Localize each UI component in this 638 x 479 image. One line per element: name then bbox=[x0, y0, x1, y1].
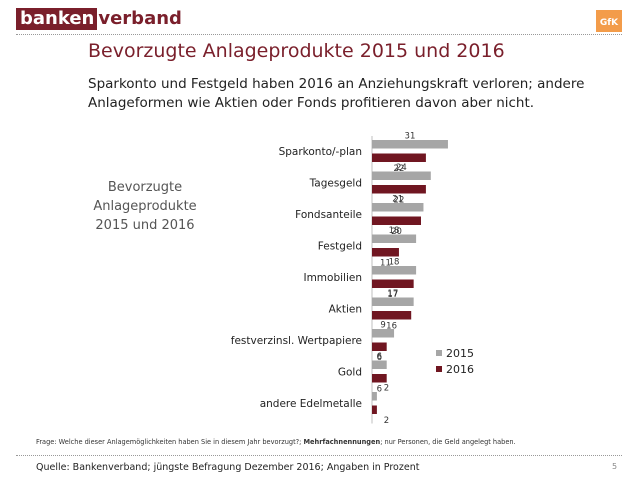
data-label-2016: 11 bbox=[380, 259, 391, 269]
data-label-2015: 31 bbox=[405, 132, 416, 142]
data-label-2015: 2 bbox=[384, 384, 389, 394]
category-label: Gold bbox=[338, 367, 362, 379]
legend-swatch-2015 bbox=[436, 350, 442, 356]
data-label-2015: 21 bbox=[392, 195, 403, 205]
bar-2015 bbox=[372, 297, 414, 306]
bar-2015 bbox=[372, 392, 377, 401]
data-label-2016: 22 bbox=[394, 164, 405, 174]
bar-2015 bbox=[372, 171, 431, 180]
data-label-2015: 18 bbox=[389, 226, 400, 236]
data-label-2015: 6 bbox=[377, 352, 382, 362]
page-subtitle: Sparkonto und Festgeld haben 2016 an Anz… bbox=[88, 76, 585, 111]
category-label: Festgeld bbox=[318, 241, 362, 253]
category-label: Sparkonto/-plan bbox=[279, 146, 362, 158]
logo-part-verband: verband bbox=[98, 8, 182, 29]
footnote-prefix: Frage: Welche dieser Anlagemöglichkeiten… bbox=[36, 438, 304, 446]
bar-2016 bbox=[372, 311, 412, 320]
category-label: andere Edelmetalle bbox=[260, 398, 362, 410]
data-label-2015: 9 bbox=[380, 321, 385, 331]
legend-label-2015: 2015 bbox=[446, 347, 474, 360]
bar-2015 bbox=[372, 203, 424, 212]
legend-label-2016: 2016 bbox=[446, 363, 474, 376]
bar-2015 bbox=[372, 140, 448, 149]
data-label-2016: 16 bbox=[386, 322, 397, 332]
page-title: Bevorzugte Anlageprodukte 2015 und 2016 bbox=[88, 40, 505, 62]
category-label: Immobilien bbox=[303, 272, 362, 284]
data-label-2016: 2 bbox=[384, 416, 389, 426]
gfk-logo-text: GfK bbox=[600, 18, 619, 28]
bar-2016 bbox=[372, 342, 387, 351]
source-note: Quelle: Bankenverband; jüngste Befragung… bbox=[36, 462, 420, 473]
bar-2016 bbox=[372, 185, 426, 194]
data-label-2015: 17 bbox=[387, 289, 398, 299]
bar-2016 bbox=[372, 374, 387, 383]
page-number: 5 bbox=[612, 462, 618, 471]
data-label-2016: 17 bbox=[387, 290, 398, 300]
bar-2015 bbox=[372, 234, 417, 243]
bar-2016 bbox=[372, 279, 414, 288]
data-label-2016: 20 bbox=[391, 227, 402, 237]
bar-2016 bbox=[372, 248, 399, 257]
bar-chart: Sparkonto/-plan3122Tagesgeld2422Fondsant… bbox=[231, 132, 474, 426]
bar-2015 bbox=[372, 329, 395, 338]
category-label: festverzinsl. Wertpapiere bbox=[231, 335, 362, 347]
logo-part-banken: banken bbox=[16, 8, 98, 30]
category-label: Aktien bbox=[329, 304, 362, 316]
data-label-2016: 6 bbox=[377, 353, 382, 363]
footnote-suffix: ; nur Personen, die Geld angelegt haben. bbox=[380, 438, 516, 446]
data-label-2016: 6 bbox=[377, 385, 382, 395]
data-label-2015: 24 bbox=[396, 163, 407, 173]
data-label-2015: 18 bbox=[389, 258, 400, 268]
header-divider bbox=[16, 34, 622, 36]
category-label: Tagesgeld bbox=[309, 178, 362, 190]
gfk-logo: GfK bbox=[596, 10, 622, 32]
footnote-bold: Mehrfachnennungen bbox=[303, 438, 381, 446]
bar-2016 bbox=[372, 153, 426, 162]
bar-2015 bbox=[372, 360, 387, 369]
side-label: Bevorzugte Anlageprodukte 2015 und 2016 bbox=[93, 180, 197, 233]
footer-divider bbox=[16, 455, 622, 457]
bankenverband-logo: banken verband bbox=[16, 8, 182, 30]
data-label-2016: 22 bbox=[394, 196, 405, 206]
question-footnote: Frage: Welche dieser Anlagemöglichkeiten… bbox=[36, 438, 516, 446]
bar-2016 bbox=[372, 405, 377, 414]
bar-2016 bbox=[372, 216, 421, 225]
category-label: Fondsanteile bbox=[295, 209, 362, 221]
legend-swatch-2016 bbox=[436, 366, 442, 372]
bar-2015 bbox=[372, 266, 417, 275]
